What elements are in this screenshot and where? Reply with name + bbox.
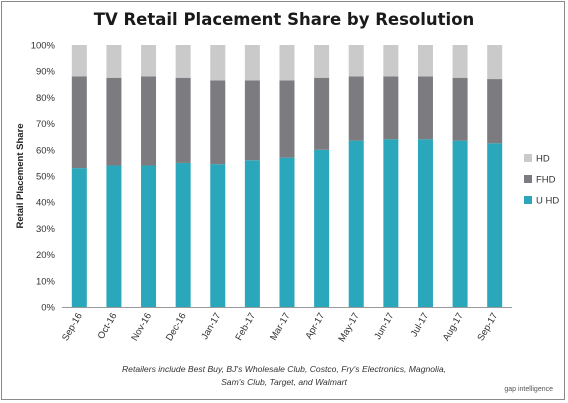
- y-tick-label: 0%: [41, 303, 55, 314]
- bar-hd-oct-16: [106, 45, 122, 78]
- bar-fhd-may-17: [348, 76, 364, 141]
- bar-uhd-oct-16: [106, 165, 122, 307]
- bar-uhd-jul-17: [417, 139, 433, 307]
- y-tick-label: 20%: [36, 250, 56, 261]
- y-tick-label: 40%: [36, 198, 56, 209]
- legend-swatch-fhd: [524, 175, 532, 183]
- bar-uhd-jun-17: [383, 139, 399, 307]
- bar-hd-sep-16: [71, 45, 87, 77]
- bar-fhd-sep-16: [71, 76, 87, 169]
- bar-area: [71, 45, 503, 307]
- y-tick-label: 10%: [36, 276, 56, 287]
- legend-label: FHD: [536, 175, 556, 186]
- bar-uhd-may-17: [348, 140, 364, 307]
- bar-uhd-apr-17: [314, 149, 330, 307]
- bar-uhd-sep-16: [71, 168, 87, 307]
- bar-fhd-mar-17: [279, 80, 295, 158]
- y-tick-label: 100%: [31, 41, 56, 52]
- bar-uhd-feb-17: [244, 160, 260, 307]
- bar-hd-nov-16: [141, 45, 157, 77]
- bar-hd-dec-16: [175, 45, 191, 78]
- y-axis: 0% 10% 20% 30% 40% 50% 60% 70% 80% 90% 100%: [31, 41, 56, 314]
- bar-fhd-sep-17: [487, 79, 503, 144]
- x-tick-label: Jul-17: [409, 311, 431, 339]
- bar-hd-jan-17: [210, 45, 226, 81]
- bar-fhd-jun-17: [383, 76, 399, 140]
- bar-uhd-jan-17: [210, 164, 226, 307]
- x-axis: Sep-16 Oct-16 Nov-16 Dec-16 Jan-17 Feb-17 Mar-…: [60, 311, 500, 344]
- bar-fhd-jul-17: [417, 76, 433, 140]
- bar-hd-sep-17: [487, 45, 503, 80]
- x-tick-label: Nov-16: [129, 311, 154, 343]
- bar-hd-jul-17: [417, 45, 433, 77]
- bar-fhd-aug-17: [452, 77, 468, 141]
- legend: HD FHD U HD: [524, 154, 559, 207]
- bar-hd-may-17: [348, 45, 364, 77]
- y-tick-label: 70%: [36, 119, 56, 130]
- chart-title: TV Retail Placement Share by Resolution: [94, 10, 475, 29]
- x-tick-label: Aug-17: [441, 311, 466, 343]
- bar-uhd-mar-17: [279, 157, 295, 307]
- legend-swatch-hd: [524, 154, 532, 162]
- x-tick-label: Dec-16: [164, 311, 189, 343]
- brand-logo: gap intelligence: [504, 386, 553, 393]
- footnote-line-2: Sam's Club, Target, and Walmart: [221, 377, 347, 387]
- bar-hd-feb-17: [244, 45, 260, 81]
- y-axis-label: Retail Placement Share: [15, 123, 26, 228]
- x-tick-label: Jun-17: [372, 311, 396, 342]
- x-tick-label: Sep-17: [475, 311, 500, 343]
- bar-fhd-oct-16: [106, 77, 122, 166]
- footnote-line-1: Retailers include Best Buy, BJ's Wholesa…: [122, 364, 446, 374]
- bar-fhd-feb-17: [244, 80, 260, 161]
- bar-hd-aug-17: [452, 45, 468, 78]
- x-tick-label: Mar-17: [268, 311, 293, 343]
- legend-label: HD: [536, 154, 550, 165]
- brand-text: gap intelligence: [504, 386, 553, 393]
- bar-uhd-sep-17: [487, 143, 503, 307]
- bar-fhd-dec-16: [175, 77, 191, 163]
- y-tick-label: 90%: [36, 67, 56, 78]
- bar-hd-apr-17: [314, 45, 330, 78]
- x-tick-label: Sep-16: [60, 311, 85, 343]
- bar-uhd-dec-16: [175, 162, 191, 307]
- x-tick-label: Feb-17: [233, 311, 258, 343]
- x-tick-label: Oct-16: [96, 311, 120, 341]
- bar-hd-mar-17: [279, 45, 295, 81]
- bar-uhd-aug-17: [452, 140, 468, 307]
- x-tick-label: Apr-17: [303, 311, 327, 341]
- legend-label: U HD: [536, 196, 559, 207]
- x-tick-label: Jan-17: [199, 311, 223, 342]
- x-tick-label: May-17: [336, 311, 361, 344]
- bar-fhd-apr-17: [314, 77, 330, 150]
- bar-hd-jun-17: [383, 45, 399, 77]
- legend-swatch-uhd: [524, 196, 532, 204]
- y-tick-label: 60%: [36, 145, 56, 156]
- bar-fhd-jan-17: [210, 80, 226, 165]
- y-tick-label: 30%: [36, 224, 56, 235]
- bar-uhd-nov-16: [141, 165, 157, 307]
- bar-fhd-nov-16: [141, 76, 157, 166]
- y-tick-label: 50%: [36, 172, 56, 183]
- y-tick-label: 80%: [36, 93, 56, 104]
